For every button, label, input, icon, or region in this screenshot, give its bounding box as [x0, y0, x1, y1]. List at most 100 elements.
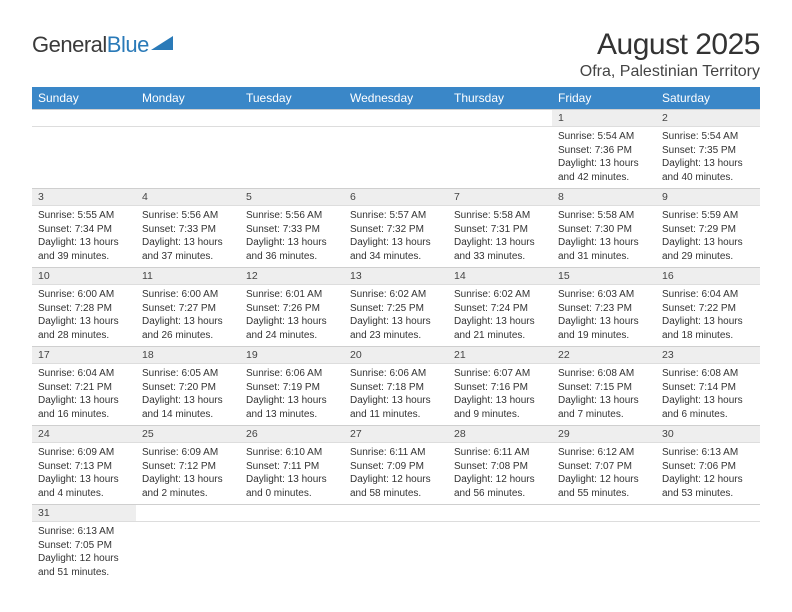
weekday-heading: Tuesday [240, 87, 344, 110]
sunrise-line: Sunrise: 6:01 AM [246, 288, 338, 302]
calendar-cell: 4Sunrise: 5:56 AMSunset: 7:33 PMDaylight… [136, 189, 240, 268]
sunrise-line: Sunrise: 5:54 AM [662, 130, 754, 144]
daylight-line: Daylight: 12 hours and 55 minutes. [558, 473, 650, 500]
day-details: Sunrise: 6:11 AMSunset: 7:09 PMDaylight:… [344, 443, 448, 504]
calendar-row: 24Sunrise: 6:09 AMSunset: 7:13 PMDayligh… [32, 426, 760, 505]
sunrise-line: Sunrise: 6:08 AM [558, 367, 650, 381]
day-details: Sunrise: 6:08 AMSunset: 7:14 PMDaylight:… [656, 364, 760, 425]
day-number: 5 [240, 189, 344, 206]
sunrise-line: Sunrise: 6:02 AM [454, 288, 546, 302]
daylight-line: Daylight: 13 hours and 16 minutes. [38, 394, 130, 421]
sunset-line: Sunset: 7:11 PM [246, 460, 338, 474]
sunrise-line: Sunrise: 5:58 AM [558, 209, 650, 223]
day-number: 23 [656, 347, 760, 364]
daylight-line: Daylight: 13 hours and 34 minutes. [350, 236, 442, 263]
calendar-cell: 25Sunrise: 6:09 AMSunset: 7:12 PMDayligh… [136, 426, 240, 505]
calendar-cell: 9Sunrise: 5:59 AMSunset: 7:29 PMDaylight… [656, 189, 760, 268]
weekday-heading: Friday [552, 87, 656, 110]
day-number: 20 [344, 347, 448, 364]
logo-word2: Blue [107, 32, 149, 57]
sunrise-line: Sunrise: 6:11 AM [454, 446, 546, 460]
sunset-line: Sunset: 7:33 PM [142, 223, 234, 237]
daylight-line: Daylight: 13 hours and 0 minutes. [246, 473, 338, 500]
sunset-line: Sunset: 7:29 PM [662, 223, 754, 237]
day-details: Sunrise: 5:56 AMSunset: 7:33 PMDaylight:… [240, 206, 344, 267]
day-details: Sunrise: 6:11 AMSunset: 7:08 PMDaylight:… [448, 443, 552, 504]
calendar-body: 1Sunrise: 5:54 AMSunset: 7:36 PMDaylight… [32, 110, 760, 584]
day-details: Sunrise: 6:13 AMSunset: 7:05 PMDaylight:… [32, 522, 136, 583]
daylight-line: Daylight: 13 hours and 19 minutes. [558, 315, 650, 342]
day-details: Sunrise: 6:02 AMSunset: 7:24 PMDaylight:… [448, 285, 552, 346]
calendar-cell: 18Sunrise: 6:05 AMSunset: 7:20 PMDayligh… [136, 347, 240, 426]
daylight-line: Daylight: 12 hours and 58 minutes. [350, 473, 442, 500]
day-details: Sunrise: 5:58 AMSunset: 7:31 PMDaylight:… [448, 206, 552, 267]
sunset-line: Sunset: 7:12 PM [142, 460, 234, 474]
daylight-line: Daylight: 13 hours and 36 minutes. [246, 236, 338, 263]
sunset-line: Sunset: 7:13 PM [38, 460, 130, 474]
daylight-line: Daylight: 13 hours and 14 minutes. [142, 394, 234, 421]
sunset-line: Sunset: 7:30 PM [558, 223, 650, 237]
day-details: Sunrise: 6:06 AMSunset: 7:18 PMDaylight:… [344, 364, 448, 425]
sunset-line: Sunset: 7:05 PM [38, 539, 130, 553]
weekday-heading: Monday [136, 87, 240, 110]
weekday-heading: Wednesday [344, 87, 448, 110]
daylight-line: Daylight: 13 hours and 29 minutes. [662, 236, 754, 263]
day-details: Sunrise: 6:00 AMSunset: 7:27 PMDaylight:… [136, 285, 240, 346]
calendar-cell [136, 110, 240, 189]
day-details: Sunrise: 6:06 AMSunset: 7:19 PMDaylight:… [240, 364, 344, 425]
daylight-line: Daylight: 13 hours and 31 minutes. [558, 236, 650, 263]
day-number: 3 [32, 189, 136, 206]
logo-triangle-icon [151, 36, 173, 55]
sunrise-line: Sunrise: 6:13 AM [662, 446, 754, 460]
calendar-cell [32, 110, 136, 189]
daylight-line: Daylight: 13 hours and 28 minutes. [38, 315, 130, 342]
sunrise-line: Sunrise: 6:09 AM [38, 446, 130, 460]
location: Ofra, Palestinian Territory [580, 63, 760, 81]
sunset-line: Sunset: 7:07 PM [558, 460, 650, 474]
calendar-row: 31Sunrise: 6:13 AMSunset: 7:05 PMDayligh… [32, 505, 760, 584]
sunset-line: Sunset: 7:31 PM [454, 223, 546, 237]
weekday-heading: Thursday [448, 87, 552, 110]
daylight-line: Daylight: 13 hours and 4 minutes. [38, 473, 130, 500]
calendar-header: Sunday Monday Tuesday Wednesday Thursday… [32, 87, 760, 110]
day-number: 16 [656, 268, 760, 285]
day-number: 7 [448, 189, 552, 206]
sunset-line: Sunset: 7:08 PM [454, 460, 546, 474]
daylight-line: Daylight: 13 hours and 23 minutes. [350, 315, 442, 342]
day-details: Sunrise: 6:07 AMSunset: 7:16 PMDaylight:… [448, 364, 552, 425]
day-number: 17 [32, 347, 136, 364]
daylight-line: Daylight: 13 hours and 2 minutes. [142, 473, 234, 500]
sunset-line: Sunset: 7:28 PM [38, 302, 130, 316]
day-details: Sunrise: 5:56 AMSunset: 7:33 PMDaylight:… [136, 206, 240, 267]
calendar-cell: 27Sunrise: 6:11 AMSunset: 7:09 PMDayligh… [344, 426, 448, 505]
logo: GeneralBlue [32, 32, 173, 58]
calendar-cell: 1Sunrise: 5:54 AMSunset: 7:36 PMDaylight… [552, 110, 656, 189]
sunset-line: Sunset: 7:34 PM [38, 223, 130, 237]
day-number: 26 [240, 426, 344, 443]
calendar-cell [656, 505, 760, 584]
sunrise-line: Sunrise: 6:11 AM [350, 446, 442, 460]
day-details: Sunrise: 6:05 AMSunset: 7:20 PMDaylight:… [136, 364, 240, 425]
calendar-cell: 22Sunrise: 6:08 AMSunset: 7:15 PMDayligh… [552, 347, 656, 426]
day-number: 4 [136, 189, 240, 206]
weekday-heading: Sunday [32, 87, 136, 110]
calendar-cell: 19Sunrise: 6:06 AMSunset: 7:19 PMDayligh… [240, 347, 344, 426]
calendar-cell: 20Sunrise: 6:06 AMSunset: 7:18 PMDayligh… [344, 347, 448, 426]
day-details: Sunrise: 6:08 AMSunset: 7:15 PMDaylight:… [552, 364, 656, 425]
calendar-cell: 17Sunrise: 6:04 AMSunset: 7:21 PMDayligh… [32, 347, 136, 426]
weekday-heading: Saturday [656, 87, 760, 110]
day-details: Sunrise: 6:03 AMSunset: 7:23 PMDaylight:… [552, 285, 656, 346]
sunrise-line: Sunrise: 5:55 AM [38, 209, 130, 223]
daylight-line: Daylight: 13 hours and 11 minutes. [350, 394, 442, 421]
sunset-line: Sunset: 7:27 PM [142, 302, 234, 316]
sunset-line: Sunset: 7:06 PM [662, 460, 754, 474]
calendar-cell [240, 505, 344, 584]
sunrise-line: Sunrise: 5:54 AM [558, 130, 650, 144]
month-title: August 2025 [580, 28, 760, 61]
daylight-line: Daylight: 12 hours and 56 minutes. [454, 473, 546, 500]
sunrise-line: Sunrise: 5:59 AM [662, 209, 754, 223]
daylight-line: Daylight: 13 hours and 18 minutes. [662, 315, 754, 342]
sunset-line: Sunset: 7:18 PM [350, 381, 442, 395]
day-number: 1 [552, 110, 656, 127]
day-number: 12 [240, 268, 344, 285]
